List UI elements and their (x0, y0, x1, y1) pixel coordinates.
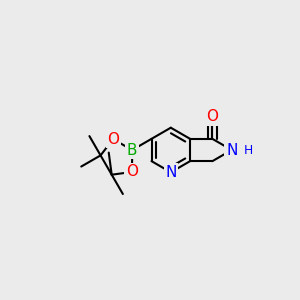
Text: O: O (126, 164, 138, 179)
Text: H: H (244, 143, 254, 157)
Text: B: B (127, 142, 137, 158)
Text: N: N (226, 142, 237, 158)
Text: O: O (206, 109, 218, 124)
Text: N: N (165, 165, 176, 180)
Text: O: O (107, 132, 119, 147)
Text: N: N (226, 142, 237, 158)
